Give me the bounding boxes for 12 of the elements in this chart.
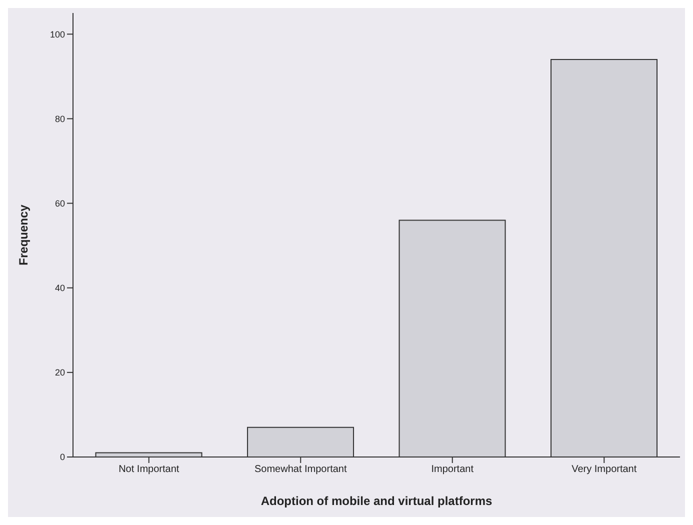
x-tick-label: Somewhat Important (254, 464, 347, 476)
y-tick-label: 80 (54, 114, 65, 124)
y-tick-label: 40 (54, 283, 65, 294)
x-tick-label: Not Important (118, 464, 180, 476)
y-tick-label: 0 (60, 452, 65, 462)
y-axis-title: Frequency (16, 204, 30, 266)
x-axis-title: Adoption of mobile and virtual platforms (260, 494, 492, 508)
x-tick-label: Important (431, 464, 474, 476)
y-tick-label: 60 (54, 198, 65, 208)
y-tick-label: 20 (54, 368, 65, 378)
y-tick-label: 100 (50, 29, 65, 40)
x-tick-label: Very Important (572, 464, 637, 476)
